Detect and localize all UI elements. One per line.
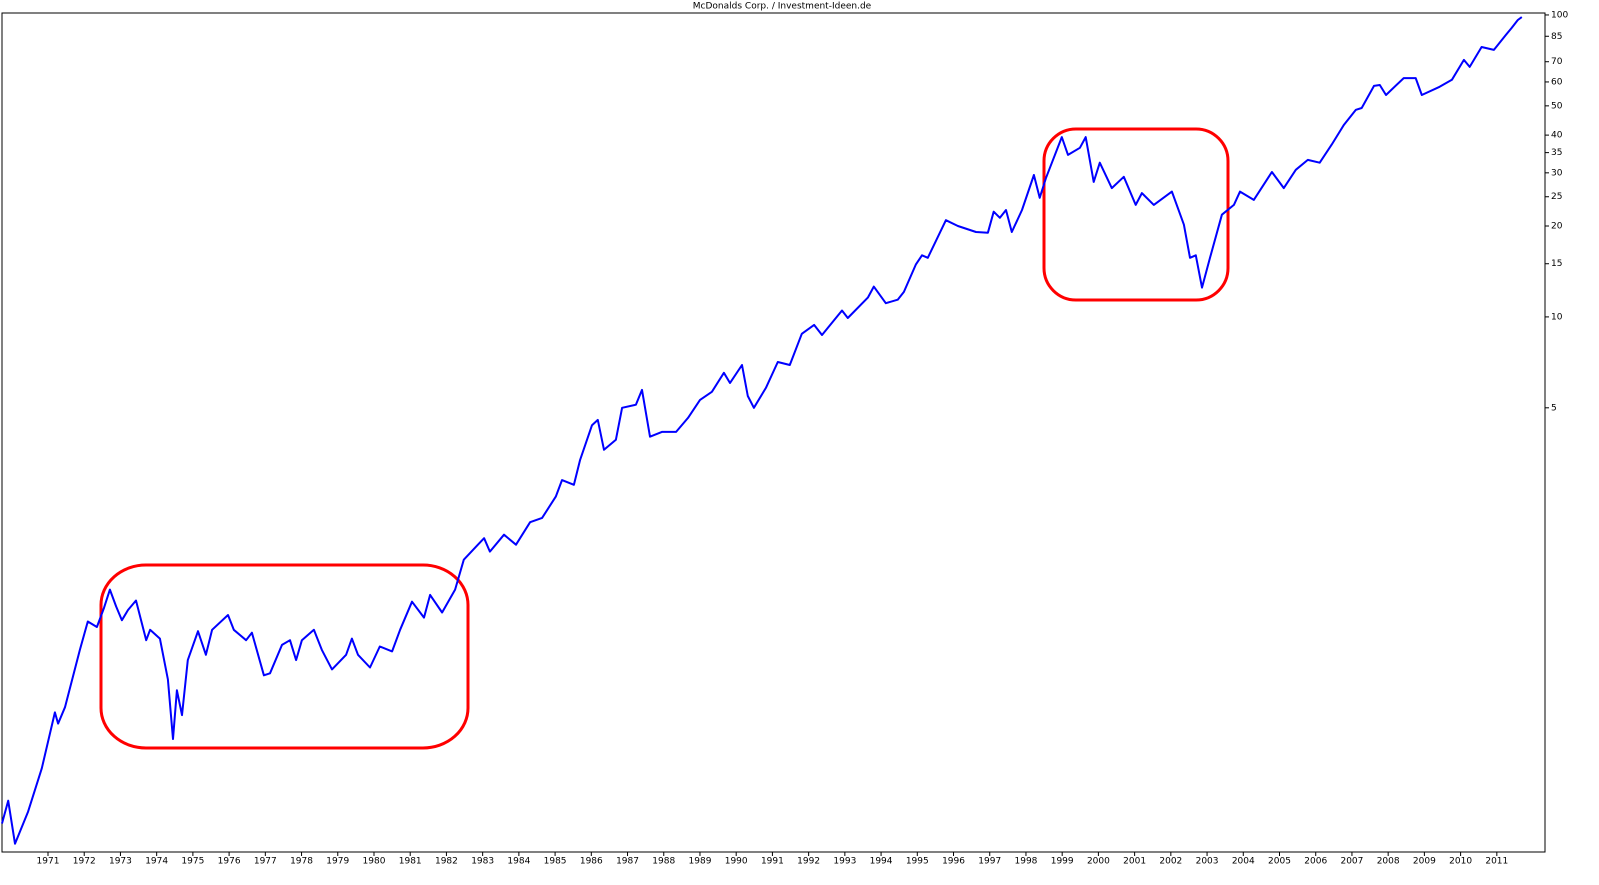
x-tick-label: 1995 bbox=[906, 857, 929, 867]
x-tick-label: 2010 bbox=[1449, 857, 1472, 867]
x-tick-label: 2007 bbox=[1340, 857, 1363, 867]
x-tick-label: 2005 bbox=[1268, 857, 1291, 867]
highlight-box bbox=[99, 563, 470, 750]
x-tick-label: 2006 bbox=[1304, 857, 1327, 867]
x-tick-label: 2000 bbox=[1087, 857, 1110, 867]
x-tick-label: 1987 bbox=[616, 857, 639, 867]
x-tick-label: 1990 bbox=[725, 857, 748, 867]
price-line bbox=[1, 16, 1523, 845]
x-tick-label: 1978 bbox=[290, 857, 313, 867]
y-tick-label: 50 bbox=[1551, 101, 1563, 111]
x-tick-label: 1981 bbox=[399, 857, 422, 867]
x-tick-label: 1979 bbox=[326, 857, 349, 867]
x-tick-label: 1974 bbox=[145, 857, 168, 867]
y-tick-label: 85 bbox=[1551, 32, 1562, 42]
x-tick-label: 1993 bbox=[833, 857, 856, 867]
x-tick-label: 1985 bbox=[544, 857, 567, 867]
x-tick-label: 1973 bbox=[109, 857, 132, 867]
x-tick-label: 2009 bbox=[1413, 857, 1436, 867]
y-tick-label: 25 bbox=[1551, 192, 1562, 202]
x-tick-label: 1997 bbox=[978, 857, 1001, 867]
x-tick-label: 1999 bbox=[1051, 857, 1074, 867]
chart-title: McDonalds Corp. / Investment-Ideen.de bbox=[693, 2, 872, 12]
x-tick-label: 2003 bbox=[1196, 857, 1219, 867]
x-tick-label: 1992 bbox=[797, 857, 820, 867]
x-tick-label: 1982 bbox=[435, 857, 458, 867]
x-tick-label: 2002 bbox=[1159, 857, 1182, 867]
x-tick-label: 1984 bbox=[507, 857, 530, 867]
y-tick-label: 60 bbox=[1551, 77, 1563, 87]
x-tick-label: 1976 bbox=[218, 857, 241, 867]
x-tick-label: 1972 bbox=[73, 857, 96, 867]
y-tick-label: 10 bbox=[1551, 312, 1563, 322]
x-tick-label: 1980 bbox=[363, 857, 386, 867]
x-tick-label: 1991 bbox=[761, 857, 784, 867]
x-tick-label: 1998 bbox=[1015, 857, 1038, 867]
x-tick-label: 1971 bbox=[37, 857, 60, 867]
x-tick-label: 1988 bbox=[652, 857, 675, 867]
y-tick-label: 30 bbox=[1551, 168, 1563, 178]
y-tick-label: 40 bbox=[1551, 131, 1563, 141]
y-tick-label: 5 bbox=[1551, 403, 1557, 413]
y-tick-label: 20 bbox=[1551, 222, 1563, 232]
plot-frame bbox=[1, 12, 1546, 853]
x-tick-label: 1977 bbox=[254, 857, 277, 867]
x-tick-label: 1994 bbox=[870, 857, 893, 867]
x-tick-label: 1983 bbox=[471, 857, 494, 867]
x-tick-label: 1986 bbox=[580, 857, 603, 867]
x-tick-label: 2001 bbox=[1123, 857, 1146, 867]
x-tick-label: 1996 bbox=[942, 857, 965, 867]
x-tick-label: 2004 bbox=[1232, 857, 1255, 867]
y-tick-label: 35 bbox=[1551, 148, 1562, 158]
y-tick-label: 70 bbox=[1551, 57, 1563, 67]
x-tick-label: 2011 bbox=[1485, 857, 1508, 867]
x-tick-label: 1975 bbox=[181, 857, 204, 867]
highlight-box bbox=[1042, 127, 1230, 302]
x-tick-label: 2008 bbox=[1377, 857, 1400, 867]
y-tick-label: 100 bbox=[1551, 10, 1568, 20]
y-tick-label: 15 bbox=[1551, 259, 1562, 269]
x-tick-label: 1989 bbox=[689, 857, 712, 867]
